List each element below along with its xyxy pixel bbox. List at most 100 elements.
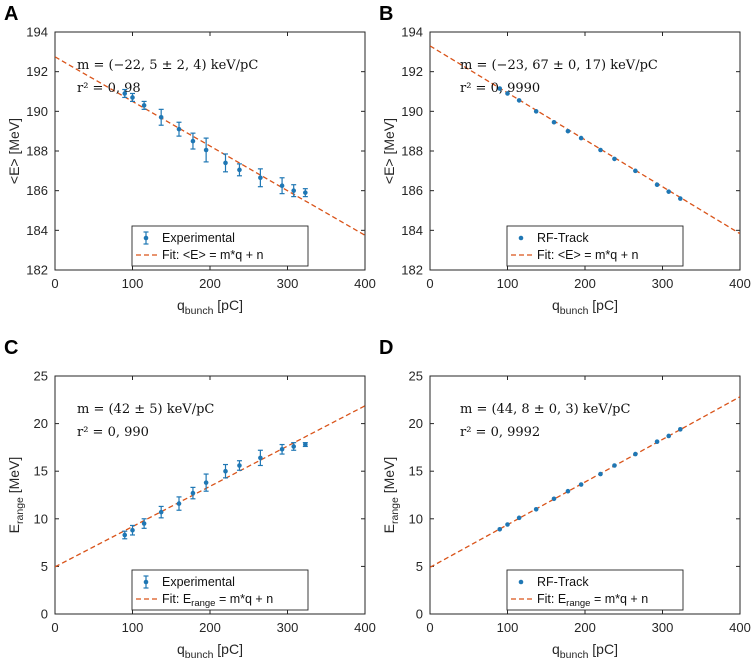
data-point: [578, 482, 584, 487]
y-tick-label: 0: [416, 607, 423, 622]
data-point: [678, 427, 683, 432]
x-tick-label: 300: [652, 620, 674, 635]
x-axis-label: qbunch [pC]: [177, 297, 243, 317]
data-point: [258, 175, 263, 181]
data-point: [130, 95, 135, 100]
y-tick-label: 182: [401, 263, 423, 278]
legend-entry-fit: Fit: <E> = m*q + n: [537, 248, 638, 262]
y-axis-label: Erange [MeV]: [381, 457, 401, 534]
y-tick-label: 20: [34, 416, 48, 431]
data-point: [203, 480, 209, 485]
x-tick-label: 100: [122, 620, 144, 635]
data-point: [237, 167, 242, 173]
data-point: [633, 451, 638, 457]
y-tick-label: 25: [409, 369, 423, 384]
y-axis-label: Erange [MeV]: [6, 457, 26, 534]
y-tick-label: 0: [41, 607, 48, 622]
x-tick-label: 0: [426, 276, 433, 291]
data-point: [122, 91, 128, 96]
data-point: [237, 463, 242, 468]
panel-c: C 0 100 200 300 400 0 5 10 15 20 25 qbunch [pC] Erang…: [4, 337, 376, 658]
data-point: [203, 147, 209, 153]
y-axis-label: <E> [MeV]: [381, 118, 397, 184]
panel-letter: A: [4, 3, 18, 25]
x-tick-label: 0: [51, 276, 58, 291]
data-point: [633, 168, 638, 174]
panel-b: B 0 100 200 300 400 182 184 186 188 190 192 194 qbunc…: [379, 3, 751, 317]
legend-entry-data: Experimental: [162, 231, 235, 245]
x-tick-label: 300: [652, 276, 674, 291]
x-axis-label: qbunch [pC]: [552, 297, 618, 317]
y-tick-label: 5: [41, 559, 48, 574]
slope-annotation: m = (44, 8 ± 0, 3) keV/pC: [460, 402, 630, 417]
data-point: [190, 138, 196, 144]
r2-annotation: r² = 0, 990: [77, 425, 149, 440]
data-point: [598, 471, 603, 477]
data-point: [505, 522, 510, 527]
x-tick-label: 200: [199, 620, 221, 635]
legend-entry-fit: Fit: Erange = m*q + n: [537, 592, 648, 609]
data-point: [578, 135, 584, 141]
legend-marker: [143, 235, 149, 241]
data-point: [565, 488, 571, 494]
y-axis-label: <E> [MeV]: [6, 118, 22, 184]
data-point: [598, 147, 603, 153]
fit-line: [55, 405, 365, 568]
x-tick-label: 400: [354, 276, 376, 291]
panel-d: D 0 100 200 300 400 0 5 10 15 20 25 qbunch [pC] Erang…: [379, 337, 751, 658]
data-point: [533, 506, 539, 512]
y-tick-label: 192: [401, 64, 423, 79]
data-point: [279, 447, 285, 452]
legend-entry-fit: Fit: Erange = m*q + n: [162, 592, 273, 609]
x-tick-label: 100: [497, 276, 519, 291]
y-tick-label: 188: [26, 144, 48, 159]
fit-line: [55, 56, 365, 236]
fit-line-group: [55, 56, 365, 236]
data-point: [612, 463, 617, 468]
legend-marker: [143, 579, 149, 585]
fit-line-group: [430, 45, 740, 235]
data-point: [505, 91, 510, 96]
data-point: [158, 114, 164, 120]
x-tick-label: 200: [574, 620, 596, 635]
panel-letter: B: [379, 3, 393, 25]
x-tick-label: 200: [574, 276, 596, 291]
data-point: [130, 527, 135, 533]
y-tick-label: 194: [401, 25, 423, 40]
data-point: [551, 119, 557, 125]
data-point: [176, 126, 182, 132]
y-tick-label: 15: [34, 464, 48, 479]
y-tick-label: 186: [26, 183, 48, 198]
data-point: [666, 433, 671, 439]
x-axis-label: qbunch [pC]: [552, 641, 618, 658]
x-axis-label: qbunch [pC]: [177, 641, 243, 658]
x-tick-label: 400: [729, 620, 751, 635]
data-point: [533, 109, 539, 114]
legend-entry-data: Experimental: [162, 575, 235, 589]
r2-annotation: r² = 0, 9992: [460, 425, 540, 440]
legend-box: [131, 225, 309, 267]
legend-entry-fit: Fit: <E> = m*q + n: [162, 248, 263, 262]
x-tick-label: 300: [277, 276, 299, 291]
x-tick-label: 200: [199, 276, 221, 291]
r2-annotation: r² = 0, 98: [77, 81, 141, 96]
legend-entry-data: RF-Track: [537, 575, 589, 589]
data-point: [565, 128, 571, 134]
r2-annotation: r² = 0, 9990: [460, 81, 540, 96]
data-point: [654, 182, 660, 188]
y-tick-label: 25: [34, 369, 48, 384]
legend-marker: [518, 235, 524, 241]
y-tick-label: 190: [26, 104, 48, 119]
legend-marker: [518, 579, 524, 585]
slope-annotation: m = (−23, 67 ± 0, 17) keV/pC: [460, 58, 658, 73]
data-point: [516, 98, 522, 103]
legend-box: [506, 569, 684, 611]
data-point: [303, 442, 308, 447]
data-point: [654, 439, 660, 444]
slope-annotation: m = (42 ± 5) keV/pC: [77, 402, 214, 417]
y-tick-label: 20: [409, 416, 423, 431]
panel-letter: D: [379, 337, 393, 359]
fit-line-group: [55, 405, 365, 568]
x-tick-label: 0: [51, 620, 58, 635]
y-tick-label: 15: [409, 464, 423, 479]
